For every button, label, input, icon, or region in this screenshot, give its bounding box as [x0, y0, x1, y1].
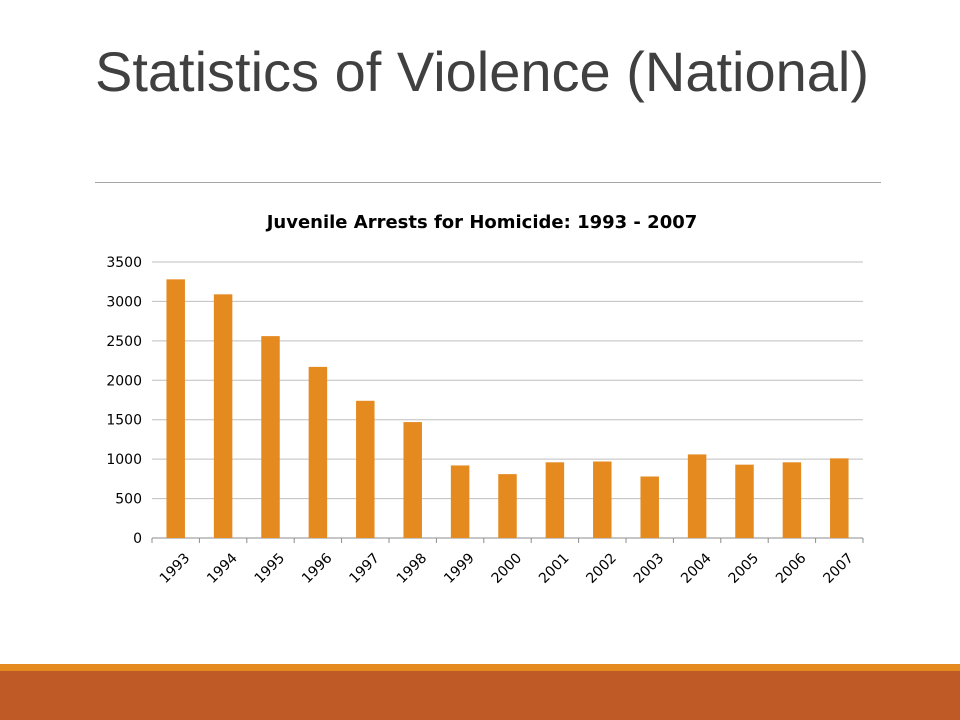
bar-1998: [403, 422, 422, 538]
x-axis-ticks: 1993 1994 1995 1996 1997 1998 1999 2000 2001 2002…: [151, 538, 864, 587]
y-tick-label: 3000: [106, 294, 142, 310]
x-tick-label: 1995: [252, 550, 289, 587]
y-axis-ticks: 0 500 1000 1500 2000 2500 3000 3500: [106, 255, 142, 547]
x-tick-label: 1999: [441, 550, 478, 587]
y-tick-label: 2500: [106, 334, 142, 350]
y-tick-label: 1000: [106, 452, 142, 468]
x-tick-label: 1993: [157, 550, 194, 587]
x-tick-label: 2000: [489, 550, 526, 587]
bar-1994: [213, 294, 233, 538]
y-tick-label: 1500: [106, 413, 142, 429]
bars: [166, 279, 849, 538]
bar-1993: [166, 279, 185, 538]
title-divider: [95, 182, 881, 183]
bar-2004: [687, 454, 707, 538]
slide-title: Statistics of Violence (National): [95, 40, 869, 103]
bar-1995: [261, 336, 280, 538]
footer-accent-stripe: [0, 664, 960, 671]
bar-chart: Juvenile Arrests for Homicide: 1993 - 20…: [106, 212, 864, 587]
y-tick-label: 2000: [106, 373, 142, 389]
footer-bar: [0, 671, 960, 720]
bar-2006: [782, 462, 802, 538]
x-tick-label: 1998: [394, 550, 431, 587]
bar-2007: [830, 458, 849, 538]
bar-1999: [450, 465, 470, 538]
bar-2003: [640, 476, 659, 538]
chart-title: Juvenile Arrests for Homicide: 1993 - 20…: [265, 212, 698, 233]
bar-1996: [308, 366, 328, 538]
bar-2005: [735, 464, 754, 538]
bar-2002: [593, 461, 612, 538]
x-tick-label: 1996: [299, 550, 336, 587]
x-tick-label: 2006: [773, 550, 810, 587]
x-tick-label: 2004: [678, 550, 715, 587]
bar-2000: [498, 474, 517, 538]
bar-1997: [356, 400, 375, 538]
x-tick-label: 1994: [204, 550, 241, 587]
x-tick-label: 2003: [631, 550, 668, 587]
x-tick-label: 2001: [536, 550, 573, 587]
x-tick-label: 2005: [726, 550, 763, 587]
bar-2001: [545, 462, 565, 538]
y-tick-label: 0: [133, 531, 142, 547]
y-tick-label: 500: [115, 492, 142, 508]
x-tick-label: 2007: [820, 550, 857, 587]
x-tick-label: 2002: [583, 550, 620, 587]
y-tick-label: 3500: [106, 255, 142, 271]
x-tick-label: 1997: [346, 550, 383, 587]
